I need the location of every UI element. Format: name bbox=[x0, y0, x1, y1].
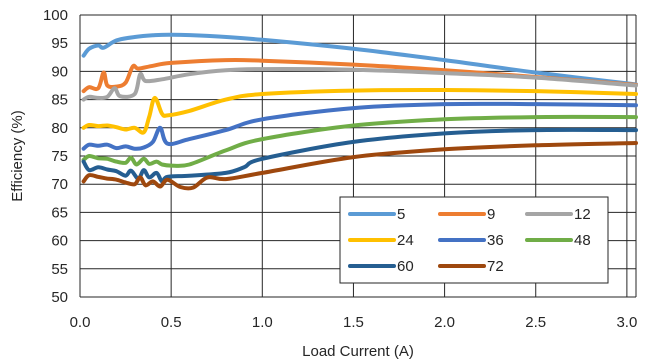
legend-label-48: 48 bbox=[574, 232, 591, 249]
y-tick-label: 50 bbox=[51, 289, 68, 306]
legend-label-36: 36 bbox=[487, 232, 504, 249]
x-tick-labels: 0.0 0.5 1.0 1.5 2.0 2.5 3.0 bbox=[70, 314, 638, 331]
y-tick-label: 90 bbox=[51, 63, 68, 80]
legend-label-5: 5 bbox=[397, 206, 405, 223]
y-tick-label: 85 bbox=[51, 92, 68, 109]
x-tick-label: 1.5 bbox=[343, 314, 364, 331]
x-tick-label: 3.0 bbox=[616, 314, 637, 331]
legend-label-24: 24 bbox=[397, 232, 414, 249]
y-tick-label: 65 bbox=[51, 204, 68, 221]
legend-label-12: 12 bbox=[574, 206, 591, 223]
x-axis-title: Load Current (A) bbox=[302, 343, 414, 360]
legend-label-9: 9 bbox=[487, 206, 495, 223]
series-lines bbox=[81, 32, 638, 191]
x-tick-label: 1.0 bbox=[252, 314, 273, 331]
y-tick-labels: 50 55 60 65 70 75 80 85 90 95 100 bbox=[43, 7, 68, 306]
series-line-36 bbox=[81, 101, 638, 151]
series-line-12 bbox=[81, 67, 638, 102]
y-axis-title: Efficiency (%) bbox=[9, 110, 26, 201]
series-line-48 bbox=[81, 114, 638, 168]
y-tick-label: 75 bbox=[51, 148, 68, 165]
y-tick-label: 70 bbox=[51, 176, 68, 193]
series-line-60 bbox=[81, 127, 638, 184]
legend-label-72: 72 bbox=[487, 258, 504, 275]
y-tick-label: 95 bbox=[51, 35, 68, 52]
legend: 5 9 12 24 36 48 60 72 bbox=[339, 196, 609, 284]
legend-label-60: 60 bbox=[397, 258, 414, 275]
x-tick-label: 2.5 bbox=[525, 314, 546, 331]
series-line-72 bbox=[81, 141, 638, 191]
y-tick-label: 100 bbox=[43, 7, 68, 24]
x-tick-label: 0.0 bbox=[70, 314, 91, 331]
x-tick-label: 0.5 bbox=[161, 314, 182, 331]
y-tick-label: 80 bbox=[51, 120, 68, 137]
y-tick-label: 55 bbox=[51, 261, 68, 278]
x-tick-label: 2.0 bbox=[434, 314, 455, 331]
series-line-5 bbox=[81, 32, 638, 87]
series-line-24 bbox=[81, 87, 638, 135]
y-tick-label: 60 bbox=[51, 233, 68, 250]
series-line-9 bbox=[81, 57, 638, 94]
